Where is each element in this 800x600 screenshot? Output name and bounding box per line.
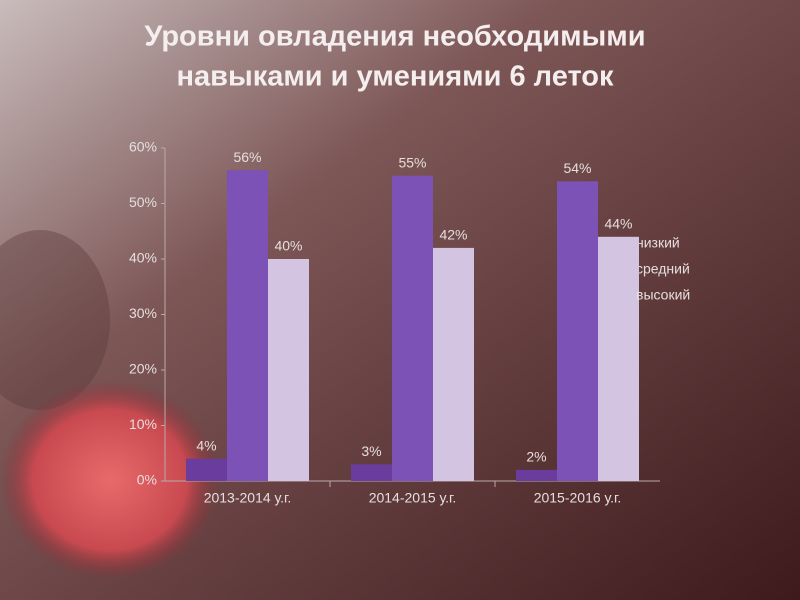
data-label: 54%: [563, 160, 591, 176]
data-label: 4%: [196, 438, 216, 454]
legend-label: средний: [636, 261, 690, 277]
bar: [598, 236, 639, 481]
leaf-decoration: [0, 230, 110, 410]
x-tick-label: 2014-2015 у.г.: [369, 490, 457, 506]
x-tick-label: 2013-2014 у.г.: [204, 490, 292, 506]
bar: [268, 259, 309, 481]
bar: [392, 175, 433, 481]
y-tick-label: 40%: [129, 250, 157, 266]
bar: [227, 170, 268, 481]
legend-swatch: [626, 292, 634, 300]
data-label: 2%: [526, 449, 546, 465]
legend-label: высокий: [636, 287, 690, 303]
bar: [351, 464, 392, 481]
legend-label: низкий: [636, 235, 680, 251]
y-tick-label: 60%: [129, 139, 157, 155]
y-tick-label: 0%: [137, 472, 157, 488]
chart-title: Уровни овладения необходимыми: [144, 21, 645, 53]
y-tick-label: 30%: [129, 305, 157, 321]
data-label: 3%: [361, 443, 381, 459]
bar: [186, 458, 227, 481]
bar: [557, 181, 598, 482]
data-label: 56%: [233, 149, 261, 165]
y-tick-label: 20%: [129, 361, 157, 377]
data-label: 40%: [274, 238, 302, 254]
bar: [433, 247, 474, 481]
bar: [516, 469, 557, 481]
data-label: 42%: [439, 227, 467, 243]
y-tick-label: 10%: [129, 416, 157, 432]
x-tick-label: 2015-2016 у.г.: [534, 490, 622, 506]
y-tick-label: 50%: [129, 194, 157, 210]
data-label: 55%: [398, 154, 426, 170]
chart-title: навыками и умениями 6 леток: [176, 61, 614, 93]
data-label: 44%: [604, 216, 632, 232]
